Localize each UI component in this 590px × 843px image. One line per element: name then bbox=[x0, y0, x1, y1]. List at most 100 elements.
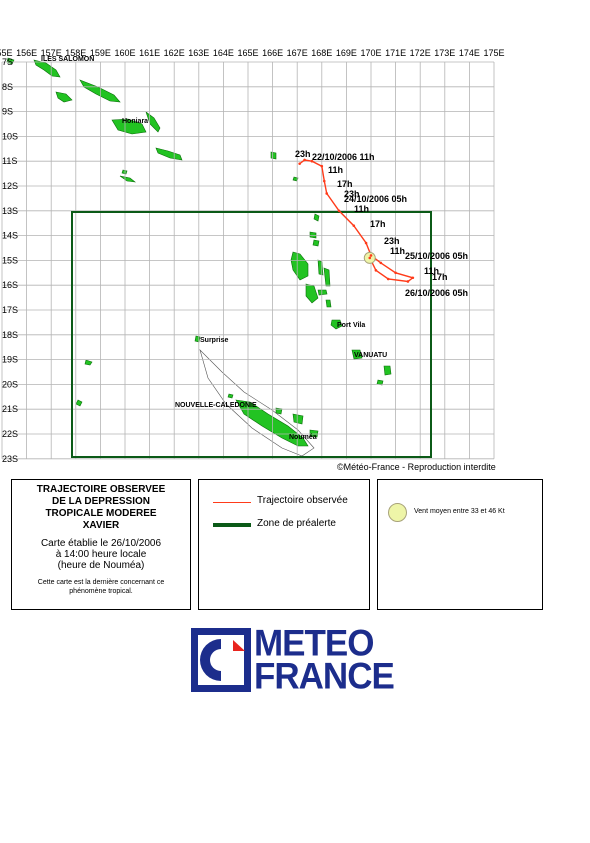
track-point bbox=[303, 158, 306, 162]
track-label-17h-c: 17h bbox=[432, 272, 448, 282]
lon-label: 164E bbox=[213, 48, 234, 58]
map-title-box: TRAJECTOIRE OBSERVEE DE LA DEPRESSION TR… bbox=[11, 479, 191, 610]
lon-label: 168E bbox=[311, 48, 332, 58]
lat-label: 16S bbox=[2, 280, 18, 290]
track-point bbox=[364, 241, 368, 245]
lat-label: 19S bbox=[2, 355, 18, 365]
place-iles-salomon: ILES SALOMON bbox=[41, 56, 94, 63]
island-efate bbox=[330, 319, 343, 330]
legend-zone-label: Zone de préalerte bbox=[257, 518, 336, 529]
map-date-info: Carte établie le 26/10/2006 à 14:00 heur… bbox=[12, 538, 190, 571]
place-nouvelle-caledonie: NOUVELLE-CALEDONIE bbox=[175, 402, 257, 409]
island-lifou bbox=[292, 413, 304, 425]
track-label-23h-c: 23h bbox=[384, 236, 400, 246]
lat-label: 8S bbox=[2, 82, 13, 92]
lon-label: 158E bbox=[65, 48, 86, 58]
lon-label: 159E bbox=[90, 48, 111, 58]
track-label-22-10-11h: 22/10/2006 11h bbox=[312, 152, 375, 162]
island-rennell bbox=[119, 175, 137, 183]
track-point bbox=[310, 159, 314, 163]
prealert-zone bbox=[71, 211, 432, 458]
island-malaita bbox=[145, 111, 161, 133]
lat-label: 13S bbox=[2, 206, 18, 216]
lon-label: 165E bbox=[237, 48, 258, 58]
title-line-3: TROPICALE MODEREE bbox=[45, 508, 157, 519]
island-small-1 bbox=[6, 57, 15, 65]
track-point bbox=[394, 271, 397, 275]
track-point bbox=[325, 192, 329, 195]
track-label-17h-b: 17h bbox=[370, 219, 386, 229]
lon-label: 163E bbox=[188, 48, 209, 58]
track-label-23h-a: 23h bbox=[295, 149, 311, 159]
lon-label: 157E bbox=[41, 48, 62, 58]
island-santa-cruz bbox=[270, 151, 277, 160]
island-vanua-lava bbox=[309, 231, 317, 239]
date-line-1: Carte établie le 26/10/2006 bbox=[40, 538, 162, 549]
track-point bbox=[411, 276, 415, 280]
map-final-note: Cette carte est la dernière concernant c… bbox=[12, 578, 190, 596]
island-new-georgia bbox=[55, 91, 73, 103]
legend-track-swatch bbox=[213, 502, 251, 503]
map-title: TRAJECTOIRE OBSERVEE DE LA DEPRESSION TR… bbox=[12, 484, 190, 532]
legend-box: Trajectoire observée Zone de préalerte bbox=[198, 479, 370, 610]
logo-word-france: FRANCE bbox=[254, 655, 395, 697]
lat-label: 10S bbox=[2, 131, 18, 141]
title-line-1: TRAJECTOIRE OBSERVEE bbox=[36, 484, 166, 495]
meteo-france-logo: METEO FRANCE bbox=[190, 622, 422, 697]
track-point bbox=[379, 261, 383, 265]
lat-label: 20S bbox=[2, 379, 18, 389]
wind-legend-label: Vent moyen entre 33 et 46 Kt bbox=[414, 508, 505, 515]
track-label-11h-c: 11h bbox=[390, 246, 405, 256]
track-point bbox=[368, 256, 372, 260]
track-label-26-10-05h: 26/10/2006 05h bbox=[405, 288, 468, 298]
lat-label: 18S bbox=[2, 330, 18, 340]
island-malekula bbox=[305, 283, 319, 304]
island-grande-terre bbox=[235, 399, 309, 447]
title-line-4: XAVIER bbox=[82, 520, 120, 531]
lon-label: 170E bbox=[360, 48, 381, 58]
island-chesterfield bbox=[84, 359, 93, 366]
island-pentecost bbox=[323, 267, 331, 287]
island-torres bbox=[313, 213, 320, 222]
island-chesterfield-2 bbox=[75, 399, 83, 407]
lon-label: 171E bbox=[385, 48, 406, 58]
track-label-11h-b: 11h bbox=[354, 204, 369, 214]
island-small-2 bbox=[121, 169, 128, 175]
island-ambrym bbox=[317, 289, 328, 296]
track-label-23h-b: 23h bbox=[344, 189, 360, 199]
place-vanuatu: VANUATU bbox=[354, 352, 387, 359]
island-choiseul bbox=[33, 59, 61, 78]
lon-label: 174E bbox=[459, 48, 480, 58]
island-aneityum bbox=[376, 379, 384, 386]
lon-label: 167E bbox=[287, 48, 308, 58]
track-point bbox=[337, 209, 341, 213]
logo-word-meteo: METEO bbox=[254, 622, 374, 664]
place-honiara: Honiara bbox=[122, 118, 148, 125]
lat-label: 21S bbox=[2, 404, 18, 414]
lat-lon-grid bbox=[1, 61, 495, 460]
track-point bbox=[406, 280, 410, 283]
date-line-2: à 14:00 heure locale bbox=[55, 549, 147, 560]
track-point bbox=[369, 254, 373, 257]
island-maewo bbox=[317, 259, 324, 276]
track-label-17h-a: 17h bbox=[337, 179, 353, 189]
island-gaua bbox=[312, 239, 320, 247]
track-point bbox=[352, 224, 356, 227]
title-line-2: DE LA DEPRESSION bbox=[52, 496, 150, 507]
track-point bbox=[374, 269, 378, 272]
lon-label: 173E bbox=[434, 48, 455, 58]
place-surprise: Surprise bbox=[200, 337, 229, 344]
legend-zone-swatch bbox=[213, 523, 251, 527]
date-line-3: (heure de Nouméa) bbox=[57, 560, 145, 571]
copyright-credit: ©Météo-France - Reproduction interdite bbox=[337, 462, 496, 472]
island-espiritu-santo bbox=[290, 251, 309, 281]
legend-track-label: Trajectoire observée bbox=[257, 495, 348, 506]
lat-label: 15S bbox=[2, 255, 18, 265]
island-erromango bbox=[351, 349, 363, 360]
track-label-25-10-05h: 25/10/2006 05h bbox=[405, 251, 468, 261]
island-belep bbox=[227, 393, 234, 399]
lat-label: 14S bbox=[2, 231, 18, 241]
wind-legend-box: Vent moyen entre 33 et 46 Kt bbox=[377, 479, 543, 610]
